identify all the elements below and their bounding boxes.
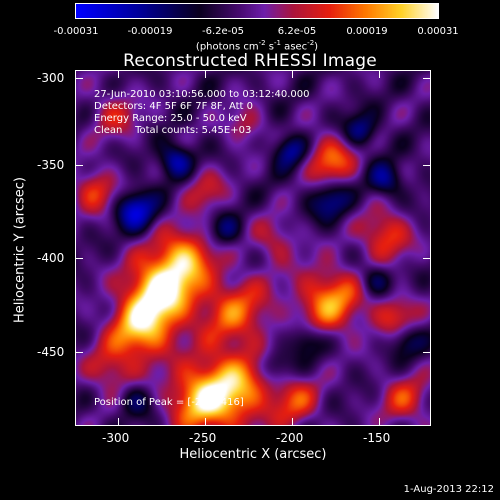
- x-tick-label: -300: [102, 431, 130, 445]
- x-tick: [292, 70, 293, 78]
- timestamp: 1-Aug-2013 22:12: [403, 484, 494, 495]
- colorbar-tick-label: 6.2e-05: [277, 26, 317, 37]
- colorbar-tick-label: -6.2e-05: [202, 26, 244, 37]
- x-axis-label: Heliocentric X (arcsec): [179, 447, 327, 462]
- image-title: Reconstructed RHESSI Image: [123, 51, 377, 71]
- y-tick: [423, 78, 431, 79]
- x-tick-label: -150: [363, 431, 391, 445]
- y-tick-label: -450: [37, 345, 65, 359]
- rhessi-image: [75, 70, 431, 426]
- energy-range: Energy Range: 25.0 - 50.0 keV: [94, 113, 247, 124]
- x-tick: [379, 70, 380, 78]
- x-tick: [118, 70, 119, 78]
- colorbar-tick-label: 0.00019: [346, 26, 388, 37]
- detectors: Detectors: 4F 5F 6F 7F 8F, Att 0: [94, 101, 254, 112]
- x-tick: [292, 418, 293, 426]
- y-tick: [423, 258, 431, 259]
- y-tick: [75, 165, 83, 166]
- colorbar-tick-label: 0.00031: [417, 26, 459, 37]
- colorbar-tick-label: -0.00019: [127, 26, 173, 37]
- y-tick: [423, 352, 431, 353]
- y-tick: [75, 78, 83, 79]
- x-tick: [205, 418, 206, 426]
- colorbar-tick-label: -0.00031: [53, 26, 99, 37]
- colorbar: [75, 3, 439, 19]
- y-tick: [423, 165, 431, 166]
- x-tick-label: -250: [189, 431, 217, 445]
- x-tick-label: -200: [276, 431, 304, 445]
- y-axis-label: Heliocentric Y (arcsec): [12, 177, 28, 323]
- peak-position: Position of Peak = [-270,-416]: [94, 397, 244, 408]
- time-range: 27-Jun-2010 03:10:56.000 to 03:12:40.000: [94, 89, 310, 100]
- x-tick: [118, 418, 119, 426]
- colorbar-units: (photons cm-2 s-1 asec-2): [195, 39, 319, 53]
- x-tick: [205, 70, 206, 78]
- y-tick-label: -400: [37, 251, 65, 265]
- y-tick: [75, 258, 83, 259]
- y-tick-label: -300: [37, 71, 65, 85]
- y-tick: [75, 352, 83, 353]
- clean-info: Clean Total counts: 5.45E+03: [94, 125, 252, 136]
- x-tick: [379, 418, 380, 426]
- y-tick-label: -350: [37, 158, 65, 172]
